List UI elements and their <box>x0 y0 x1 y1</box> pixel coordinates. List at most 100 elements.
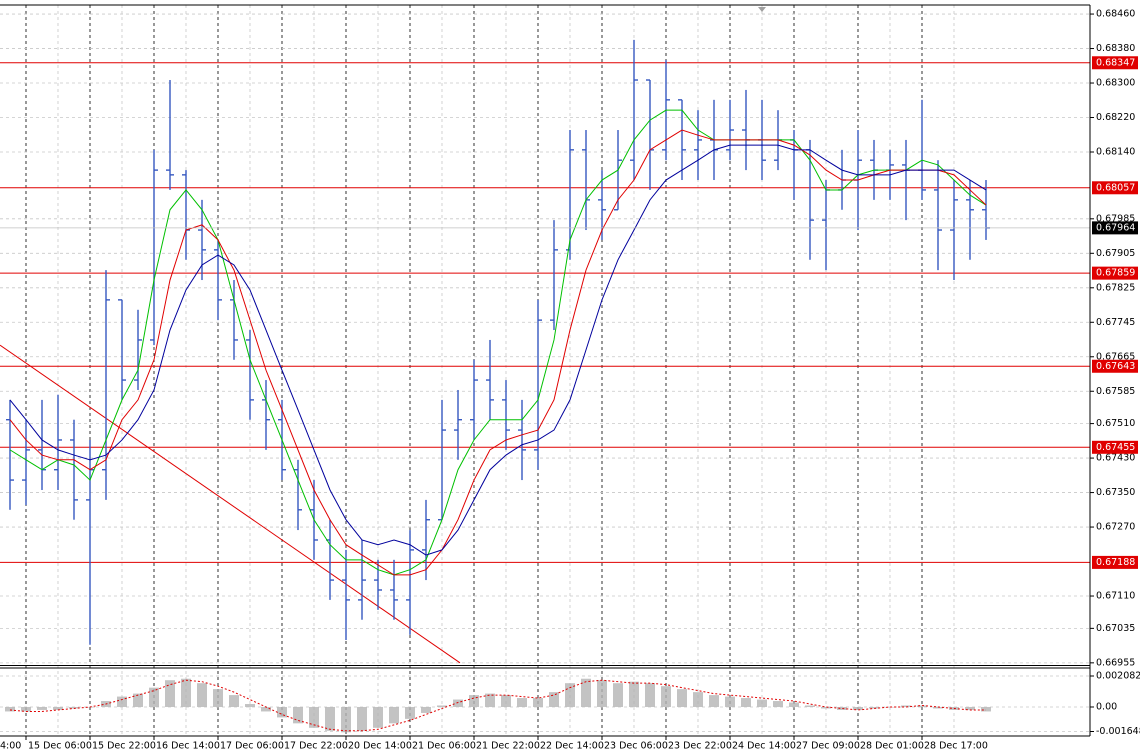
histogram-bar <box>757 699 767 707</box>
y-tick-label: -0.001648 <box>1096 726 1140 737</box>
histogram-bar <box>645 683 655 707</box>
histogram-bar <box>853 706 863 710</box>
x-tick-label: 17 Dec 22:00 <box>284 741 348 752</box>
level-label-box <box>1092 266 1138 280</box>
histogram-bar <box>261 706 271 712</box>
histogram-bar <box>357 706 367 731</box>
histogram-bar <box>501 695 511 707</box>
level-label: 0.68347 <box>1096 57 1135 68</box>
histogram-bar <box>405 706 415 719</box>
y-tick-label: 0.68300 <box>1096 78 1135 89</box>
y-tick-label: 0.67745 <box>1096 317 1135 328</box>
x-tick-label: 27 Dec 09:00 <box>796 741 860 752</box>
histogram-bar <box>389 706 399 724</box>
level-label: 0.67188 <box>1096 557 1135 568</box>
x-tick-label: 4:00 <box>0 741 21 752</box>
histogram-bar <box>165 680 175 707</box>
y-tick-label: 0.67035 <box>1096 623 1135 634</box>
x-tick-label: 21 Dec 22:00 <box>476 741 540 752</box>
x-tick-label: 15 Dec 06:00 <box>28 741 92 752</box>
level-label-box <box>1092 359 1138 373</box>
histogram-bar <box>181 678 191 707</box>
x-tick-label: 22 Dec 14:00 <box>540 741 604 752</box>
y-tick-label: 0.67430 <box>1096 453 1135 464</box>
x-tick-label: 24 Dec 14:00 <box>732 741 796 752</box>
histogram-bar <box>373 706 383 728</box>
histogram-bar <box>213 689 223 707</box>
x-tick-label: 15 Dec 22:00 <box>92 741 156 752</box>
histogram-bar <box>469 695 479 707</box>
histogram-bar <box>837 706 847 710</box>
histogram-bar <box>325 706 335 731</box>
y-tick-label: 0.67350 <box>1096 487 1135 498</box>
histogram-bar <box>805 705 815 707</box>
y-tick-label: 0.67585 <box>1096 386 1135 397</box>
histogram-bar <box>53 706 63 710</box>
histogram-bar <box>229 695 239 707</box>
histogram-bar <box>245 704 255 707</box>
histogram-bar <box>485 693 495 707</box>
histogram-bar <box>517 698 527 707</box>
histogram-bar <box>149 687 159 707</box>
histogram-bar <box>869 706 879 709</box>
current-price-label: 0.67964 <box>1096 222 1135 233</box>
histogram-bar <box>613 683 623 707</box>
histogram-bar <box>549 692 559 707</box>
histogram-bar <box>5 706 15 712</box>
histogram-bar <box>885 706 895 708</box>
level-label-box <box>1092 555 1138 569</box>
level-label-box <box>1092 181 1138 195</box>
histogram-bar <box>709 695 719 707</box>
histogram-bar <box>117 696 127 707</box>
histogram-bar <box>597 680 607 707</box>
x-tick-label: 23 Dec 06:00 <box>604 741 668 752</box>
histogram-bar <box>565 683 575 707</box>
x-tick-label: 28 Dec 01:00 <box>860 741 924 752</box>
histogram-bar <box>277 706 287 718</box>
y-tick-label: 0.68460 <box>1096 9 1135 20</box>
histogram-bar <box>453 699 463 707</box>
histogram-bar <box>629 681 639 707</box>
moving-average <box>9 109 987 576</box>
histogram-bar <box>309 706 319 728</box>
moving-average <box>9 129 987 576</box>
histogram-bar <box>933 706 943 709</box>
level-label: 0.67859 <box>1096 268 1135 279</box>
histogram-bar <box>437 705 447 707</box>
y-tick-label: 0.67110 <box>1096 591 1135 602</box>
y-tick-label: 0.68220 <box>1096 112 1135 123</box>
level-label: 0.68057 <box>1096 182 1135 193</box>
histogram-bar <box>197 683 207 707</box>
y-tick-label: 0.67665 <box>1096 351 1135 362</box>
histogram-bar <box>917 705 927 707</box>
x-tick-label: 23 Dec 22:00 <box>668 741 732 752</box>
histogram-bar <box>133 693 143 707</box>
level-label-box <box>1092 56 1138 70</box>
y-tick-label: 0.67905 <box>1096 248 1135 259</box>
histogram-bar <box>981 706 991 712</box>
y-tick-label: 0.67510 <box>1096 418 1135 429</box>
histogram-bar <box>821 706 831 709</box>
histogram-bar <box>965 706 975 710</box>
level-label-box <box>1092 440 1138 454</box>
histogram-bar <box>37 706 47 710</box>
x-tick-label: 17 Dec 06:00 <box>220 741 284 752</box>
histogram-bar <box>741 698 751 707</box>
histogram-bar <box>789 702 799 707</box>
histogram-bar <box>677 689 687 707</box>
y-tick-label: 0.66955 <box>1096 657 1135 668</box>
histogram-bar <box>693 692 703 707</box>
trendline <box>0 344 461 664</box>
signal-line <box>9 679 986 732</box>
moving-average <box>9 144 987 556</box>
histogram-bar <box>581 678 591 707</box>
level-label: 0.67643 <box>1096 361 1135 372</box>
histogram-bar <box>773 701 783 707</box>
level-label: 0.67455 <box>1096 442 1135 453</box>
x-tick-label: 21 Dec 06:00 <box>412 741 476 752</box>
x-tick-label: 20 Dec 14:00 <box>348 741 412 752</box>
histogram-bar <box>69 706 79 709</box>
histogram-bar <box>533 698 543 707</box>
histogram-bar <box>901 705 911 707</box>
